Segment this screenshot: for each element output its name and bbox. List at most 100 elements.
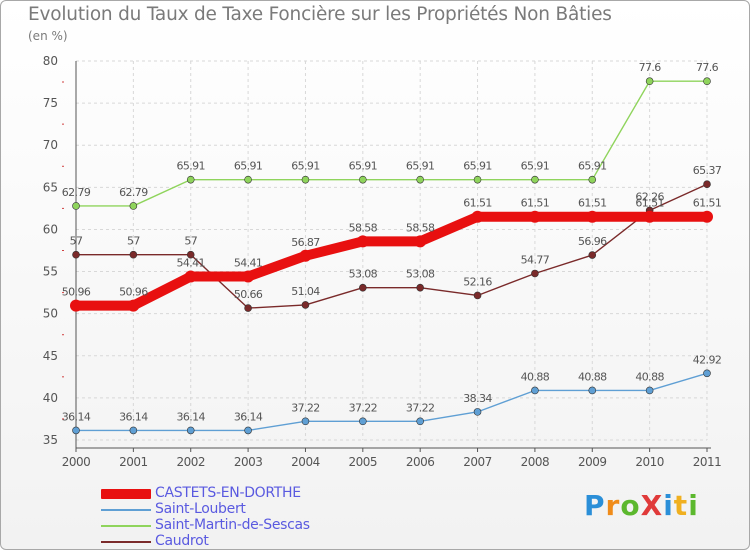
data-point	[359, 417, 367, 426]
data-point	[531, 175, 539, 184]
x-tick-label: 2005	[349, 455, 378, 469]
data-label: 54.41	[234, 257, 263, 270]
legend-swatch	[101, 541, 151, 543]
data-point	[473, 408, 482, 416]
data-point	[186, 175, 195, 184]
data-point	[416, 417, 424, 426]
data-point	[356, 235, 369, 248]
series-line	[75, 372, 708, 432]
data-point	[127, 299, 140, 312]
data-label: 56.87	[291, 236, 320, 249]
logo-letter: X	[640, 489, 664, 522]
data-label: 57	[184, 235, 197, 248]
logo-letter: P	[584, 489, 606, 522]
data-label: 61.51	[521, 197, 550, 210]
data-label: 40.88	[521, 370, 550, 383]
data-point	[586, 210, 599, 223]
y-tick-label: 50	[43, 307, 58, 321]
data-point	[528, 210, 541, 223]
data-point	[184, 270, 197, 283]
data-label: 65.91	[578, 160, 607, 173]
data-point	[244, 175, 252, 184]
x-tick-label: 2000	[62, 455, 91, 469]
data-point	[471, 210, 484, 223]
data-label: 65.91	[349, 160, 378, 173]
data-point	[186, 250, 195, 259]
data-label: 61.51	[693, 197, 722, 210]
data-label: 77.6	[639, 61, 662, 74]
data-label: 36.14	[234, 410, 263, 423]
data-label: 58.58	[349, 221, 378, 234]
x-tick-label: 2002	[176, 455, 205, 469]
data-label: 77.6	[696, 61, 719, 74]
data-label: 54.77	[521, 253, 550, 266]
data-point	[416, 283, 424, 292]
x-tick-label: 2011	[693, 455, 722, 469]
x-tick-label: 2004	[291, 455, 320, 469]
data-point	[301, 301, 310, 309]
x-tick-label: 2007	[463, 455, 492, 469]
data-point	[643, 210, 656, 223]
legend-label: CASTETS-EN-DORTHE	[155, 485, 301, 501]
series-line	[75, 80, 708, 207]
data-label: 51.04	[291, 285, 320, 298]
legend-label: Caudrot	[155, 533, 209, 549]
logo-letter: t	[673, 489, 689, 522]
data-point	[473, 175, 482, 184]
data-label: 36.14	[176, 410, 205, 423]
x-tick-label: 2009	[578, 455, 607, 469]
logo-letter: o	[620, 489, 641, 522]
data-point	[72, 426, 80, 435]
data-point	[242, 270, 255, 283]
data-label: 65.91	[176, 160, 205, 173]
data-point	[129, 202, 138, 210]
legend-swatch	[101, 509, 151, 511]
data-label: 40.88	[578, 370, 607, 383]
logo-letter: i	[688, 489, 699, 522]
data-label: 57	[127, 235, 140, 248]
proxiti-logo: ProXiti	[584, 489, 699, 522]
data-label: 52.16	[463, 275, 492, 288]
data-point	[129, 426, 138, 435]
data-point	[531, 269, 539, 278]
y-tick-label: 70	[43, 138, 58, 152]
data-label: 62.79	[119, 186, 148, 199]
data-point	[414, 235, 427, 248]
data-label: 61.51	[578, 197, 607, 210]
data-label: 65.91	[234, 160, 263, 173]
data-label: 65.91	[521, 160, 550, 173]
data-label: 58.58	[406, 221, 435, 234]
data-label: 62.79	[62, 186, 91, 199]
data-label: 57	[70, 235, 83, 248]
data-point	[359, 175, 367, 184]
data-point	[72, 202, 80, 210]
y-tick-label: 40	[43, 391, 58, 405]
y-tick-label: 65	[43, 180, 58, 194]
data-label: 61.51	[463, 197, 492, 210]
data-label: 65.37	[693, 164, 722, 177]
y-tick-label: 45	[43, 349, 58, 363]
chart-subtitle: (en %)	[28, 29, 68, 43]
logo-letter: i	[663, 489, 674, 522]
x-tick-label: 2008	[521, 455, 550, 469]
data-point	[70, 299, 82, 312]
x-tick-label: 2003	[234, 455, 263, 469]
data-label: 65.91	[463, 160, 492, 173]
chart-title: Evolution du Taux de Taxe Foncière sur l…	[28, 4, 612, 25]
data-point	[703, 77, 711, 86]
data-point	[359, 283, 367, 292]
x-tick-label: 2006	[406, 455, 435, 469]
logo-letter: r	[605, 489, 621, 522]
legend-swatch	[101, 489, 151, 499]
data-point	[701, 210, 713, 223]
data-point	[703, 180, 711, 189]
legend-label: Saint-Loubert	[155, 501, 246, 517]
data-label: 62.26	[635, 190, 664, 203]
y-tick-label: 35	[43, 433, 58, 447]
data-point	[645, 386, 654, 395]
data-point	[416, 175, 424, 184]
data-label: 42.92	[693, 353, 722, 366]
data-label: 50.96	[62, 286, 91, 299]
y-tick-label: 75	[43, 96, 58, 110]
